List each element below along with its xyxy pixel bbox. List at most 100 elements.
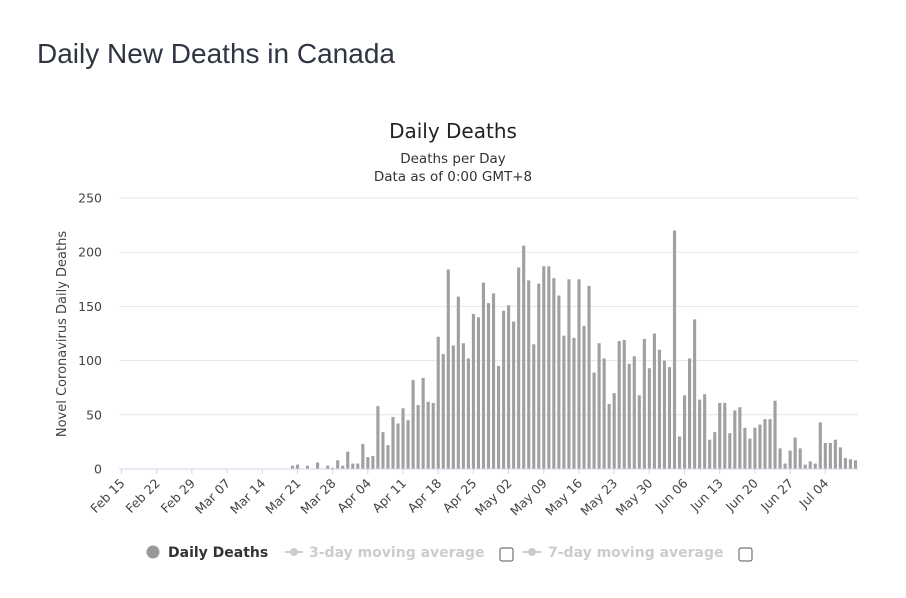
bar[interactable] (305, 465, 310, 469)
bar[interactable] (677, 436, 682, 469)
bar[interactable] (326, 465, 330, 469)
bar[interactable] (502, 310, 506, 469)
bar[interactable] (356, 463, 360, 469)
bar[interactable] (768, 419, 772, 469)
bar[interactable] (522, 245, 526, 469)
bar[interactable] (351, 463, 355, 469)
bar[interactable] (828, 442, 832, 469)
bar[interactable] (728, 433, 732, 469)
bar[interactable] (416, 405, 420, 469)
bar[interactable] (838, 447, 842, 469)
bar[interactable] (376, 406, 380, 469)
bar[interactable] (562, 335, 566, 469)
bar[interactable] (552, 278, 556, 469)
bar[interactable] (818, 422, 822, 469)
bar[interactable] (471, 313, 475, 469)
bar[interactable] (607, 403, 611, 469)
bar[interactable] (466, 358, 470, 469)
bar[interactable] (436, 336, 440, 469)
bar[interactable] (622, 340, 626, 469)
bar[interactable] (582, 325, 586, 469)
bar[interactable] (672, 230, 677, 469)
bar[interactable] (577, 279, 581, 469)
bar[interactable] (693, 319, 697, 469)
bar[interactable] (411, 380, 415, 469)
bar[interactable] (517, 267, 521, 469)
bar[interactable] (823, 442, 827, 469)
bar[interactable] (486, 303, 491, 469)
legend-item-3-day-moving-average[interactable]: 3-day moving average (285, 545, 485, 561)
bar[interactable] (597, 343, 601, 469)
bar[interactable] (421, 377, 425, 469)
bar[interactable] (396, 423, 400, 469)
bar[interactable] (336, 460, 340, 469)
bar[interactable] (647, 368, 651, 469)
bar[interactable] (703, 394, 707, 469)
bar[interactable] (461, 343, 465, 469)
bar[interactable] (491, 293, 496, 469)
bar[interactable] (667, 367, 672, 469)
bar[interactable] (763, 419, 767, 469)
bar[interactable] (361, 444, 365, 469)
bar[interactable] (748, 438, 752, 469)
bar[interactable] (446, 269, 450, 469)
bar[interactable] (652, 333, 656, 470)
bar[interactable] (527, 280, 531, 469)
legend-item-daily-deaths[interactable]: Daily Deaths (146, 545, 269, 561)
bar[interactable] (507, 305, 511, 469)
bar[interactable] (497, 366, 501, 469)
bar[interactable] (713, 432, 717, 469)
bar[interactable] (688, 358, 692, 469)
bar[interactable] (386, 445, 390, 469)
bar[interactable] (557, 295, 561, 469)
bar[interactable] (572, 337, 576, 469)
bar[interactable] (346, 451, 350, 469)
bar[interactable] (371, 455, 375, 469)
bar[interactable] (381, 432, 385, 469)
bar[interactable] (833, 439, 837, 469)
bar[interactable] (617, 341, 621, 469)
bar[interactable] (451, 345, 455, 469)
bar[interactable] (341, 465, 345, 469)
bar[interactable] (431, 402, 435, 469)
bar[interactable] (698, 399, 702, 469)
checkbox-3-day-moving-average[interactable] (499, 547, 514, 562)
bar[interactable] (753, 427, 757, 469)
bar[interactable] (537, 283, 541, 469)
bar[interactable] (612, 393, 616, 469)
bar[interactable] (733, 410, 737, 469)
bar[interactable] (758, 424, 762, 469)
bar[interactable] (743, 427, 747, 469)
bar[interactable] (662, 360, 667, 469)
bar[interactable] (723, 402, 727, 469)
bar[interactable] (547, 266, 551, 469)
bar[interactable] (316, 462, 320, 470)
bar[interactable] (773, 400, 777, 469)
bar[interactable] (587, 285, 591, 469)
bar[interactable] (476, 317, 481, 469)
bar[interactable] (637, 395, 641, 469)
bar[interactable] (657, 349, 661, 469)
bar[interactable] (602, 358, 606, 469)
bar[interactable] (738, 407, 742, 469)
legend-item-7-day-moving-average[interactable]: 7-day moving average (523, 545, 724, 561)
bar[interactable] (481, 282, 486, 469)
bar[interactable] (803, 464, 807, 469)
bar[interactable] (331, 467, 335, 469)
bar[interactable] (708, 439, 712, 469)
bar[interactable] (512, 321, 516, 469)
bar[interactable] (793, 437, 797, 469)
bar[interactable] (783, 463, 787, 469)
bar[interactable] (426, 401, 430, 469)
bar[interactable] (627, 363, 631, 469)
bar[interactable] (295, 464, 300, 469)
bar[interactable] (567, 279, 571, 469)
bar[interactable] (718, 402, 722, 469)
bar[interactable] (843, 458, 847, 469)
bar[interactable] (401, 408, 405, 469)
bar[interactable] (542, 266, 546, 469)
bar[interactable] (813, 463, 817, 469)
bar[interactable] (853, 460, 858, 469)
bar[interactable] (456, 296, 460, 469)
bar[interactable] (778, 448, 782, 469)
